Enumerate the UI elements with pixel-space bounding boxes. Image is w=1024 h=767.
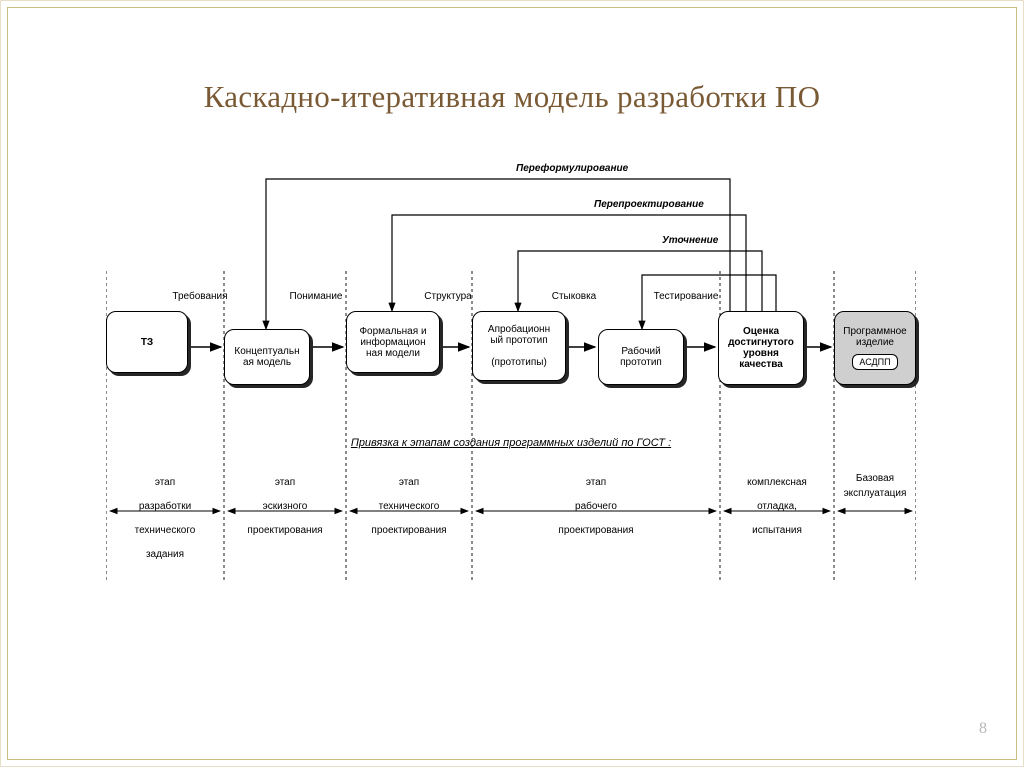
node-form: Формальная и информацион ная модели: [346, 311, 440, 373]
flowchart-diagram: ТЗ Концептуальн ая модель Формальная и инф…: [106, 151, 916, 631]
edge-label: Стыковка: [534, 291, 614, 302]
node-tz: ТЗ: [106, 311, 188, 373]
feedback-label: Уточнение: [662, 235, 718, 246]
gost-heading: Привязка к этапам создания программных и…: [106, 437, 916, 449]
stage-label: этапэскизногопроектирования: [224, 471, 346, 543]
edge-label: Структура: [408, 291, 488, 302]
node-appr: Апробационн ый прототип (прототипы): [472, 311, 566, 381]
node-work: Рабочий прототип: [598, 329, 684, 385]
stage-label: этапразработкитехническогозадания: [106, 471, 224, 567]
node-prod-sub: АСДПП: [852, 354, 897, 370]
edge-label: Тестирование: [646, 291, 726, 302]
page-number: 8: [979, 720, 987, 738]
stage-label: комплекснаяотладка,испытания: [720, 471, 834, 543]
stage-label: этаптехническогопроектирования: [346, 471, 472, 543]
stage-label: Базоваяэксплуатация: [834, 471, 916, 501]
feedback-label: Перепроектирование: [594, 199, 704, 210]
stage-label: этапрабочегопроектирования: [472, 471, 720, 543]
node-conc: Концептуальн ая модель: [224, 329, 310, 385]
page-title: Каскадно-итеративная модель разработки П…: [1, 79, 1023, 115]
edge-label: Требования: [160, 291, 240, 302]
edge-label: Понимание: [276, 291, 356, 302]
node-prod: Программное изделиеАСДПП: [834, 311, 916, 385]
node-qual: Оценка достигнутого уровня качества: [718, 311, 804, 385]
feedback-label: Переформулирование: [516, 163, 628, 174]
